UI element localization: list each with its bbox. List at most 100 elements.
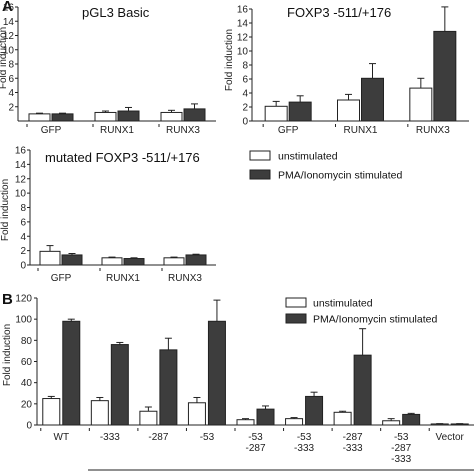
legend-label-stimulated: PMA/Ionomycin stimulated	[278, 170, 402, 182]
legend-label-stimulated: PMA/Ionomycin stimulated	[313, 314, 437, 326]
bar-stimulated	[361, 77, 384, 122]
y-tick-label: 2	[242, 103, 248, 114]
bar-stimulated	[353, 354, 372, 426]
y-tick-label: 40	[21, 378, 33, 389]
category-label: WT	[54, 432, 70, 443]
bar-unstimulated	[187, 402, 206, 426]
y-tick-label: 16	[15, 146, 27, 157]
category-label-line: RUNX1	[100, 125, 134, 136]
bar-stimulated	[256, 408, 275, 426]
y-tick-label: 14	[15, 160, 27, 171]
category-label-line: RUNX1	[106, 273, 140, 284]
bar-stimulated	[110, 344, 129, 426]
y-tick-label: 16	[237, 5, 249, 16]
y-tick-label: 6	[20, 217, 26, 228]
category-label: -53	[200, 432, 215, 443]
chart-2: 0 2 4 6 8 10 12 14 16 Fold induction FOXP3 -511/+1…	[224, 5, 469, 136]
y-tick-label: 10	[3, 45, 15, 56]
category-label: -53 -287	[245, 432, 265, 454]
y-tick-label: 2	[20, 246, 26, 257]
bar-stimulated	[123, 258, 145, 266]
bar-unstimulated	[101, 257, 123, 266]
y-tick-label: 16	[3, 3, 15, 14]
bar-stimulated	[288, 101, 312, 122]
bar-unstimulated	[28, 113, 51, 122]
bar-unstimulated	[94, 111, 117, 122]
chart-1: 2 4 6 8 10 12 14 16 Fold induction pGL3 Basic GFP R…	[0, 3, 216, 136]
category-label-line: -287	[148, 432, 168, 443]
category-label-line: -53	[200, 432, 215, 443]
y-tick-label: 10	[15, 189, 27, 200]
bar-stimulated	[51, 113, 74, 122]
category-label-line: GFP	[41, 125, 62, 136]
bar-unstimulated	[39, 250, 61, 266]
category-label: RUNX3	[416, 125, 450, 136]
y-tick-label: 20	[21, 399, 33, 410]
y-tick-label: 4	[8, 88, 14, 99]
legend-swatch-stimulated	[249, 169, 271, 180]
category-label-line: GFP	[51, 273, 72, 284]
bar-unstimulated	[163, 257, 185, 266]
bar-stimulated	[117, 110, 140, 122]
category-label: GFP	[278, 125, 299, 136]
y-tick-label: 4	[242, 89, 248, 100]
category-label-line: -333	[391, 454, 411, 465]
y-tick-label: 12	[15, 174, 27, 185]
bar-stimulated	[159, 349, 178, 426]
legend-label-unstimulated: unstimulated	[278, 151, 338, 163]
legend-swatch-unstimulated	[249, 150, 271, 161]
legend-swatch-unstimulated	[285, 297, 307, 308]
bar-stimulated	[305, 395, 324, 426]
category-label: -287 -333	[343, 432, 363, 454]
y-tick-label: 8	[20, 203, 26, 214]
category-label: -53 -333	[294, 432, 314, 454]
category-label-line: -53	[394, 432, 409, 443]
bar-unstimulated	[139, 410, 158, 426]
y-tick-label: 6	[242, 75, 248, 86]
bar-unstimulated	[333, 411, 352, 426]
category-label-line: -333	[294, 443, 314, 454]
bar-unstimulated	[337, 99, 360, 122]
bar-unstimulated	[90, 400, 109, 426]
category-label-line: -333	[100, 432, 120, 443]
chart-title: mutated FOXP3 -511/+176	[45, 150, 200, 165]
y-tick-label: 8	[242, 61, 248, 72]
category-label-line: -53	[297, 432, 312, 443]
bar-unstimulated	[285, 418, 304, 426]
y-tick-label: 12	[237, 33, 249, 44]
y-tick-label: 100	[15, 315, 32, 326]
panel-a-label: A	[2, 0, 13, 15]
bar-stimulated	[185, 254, 207, 266]
y-axis-label: Fold induction	[224, 29, 235, 91]
category-label-line: RUNX3	[168, 273, 202, 284]
category-label-line: -333	[343, 443, 363, 454]
category-label-line: -287	[391, 443, 411, 454]
bar-stimulated	[62, 320, 81, 426]
bar-stimulated	[433, 30, 457, 122]
y-axis-label: Fold induction	[0, 27, 9, 89]
chart-title: FOXP3 -511/+176	[287, 5, 391, 20]
bar-unstimulated	[409, 87, 433, 122]
y-tick-label: 0	[242, 117, 248, 128]
y-tick-label: 0	[26, 421, 32, 432]
bar-stimulated	[207, 320, 226, 426]
category-label-line: GFP	[278, 125, 299, 136]
bar-unstimulated	[160, 111, 183, 122]
legend-panel-b: unstimulated PMA/Ionomycin stimulated	[285, 297, 437, 326]
category-label: RUNX1	[100, 125, 134, 136]
bar-unstimulated	[236, 419, 255, 426]
category-label: RUNX3	[168, 273, 202, 284]
category-label: Vector	[436, 432, 465, 443]
category-label: RUNX3	[166, 125, 200, 136]
category-label-line: -287	[245, 443, 265, 454]
bar-unstimulated	[382, 420, 401, 426]
bar-stimulated	[61, 254, 83, 266]
category-label: -333	[100, 432, 120, 443]
category-label-line: RUNX3	[416, 125, 450, 136]
legend-label-unstimulated: unstimulated	[313, 298, 373, 310]
legend-swatch-stimulated	[285, 313, 307, 324]
category-label-line: -287	[343, 432, 363, 443]
category-label-line: -53	[248, 432, 263, 443]
